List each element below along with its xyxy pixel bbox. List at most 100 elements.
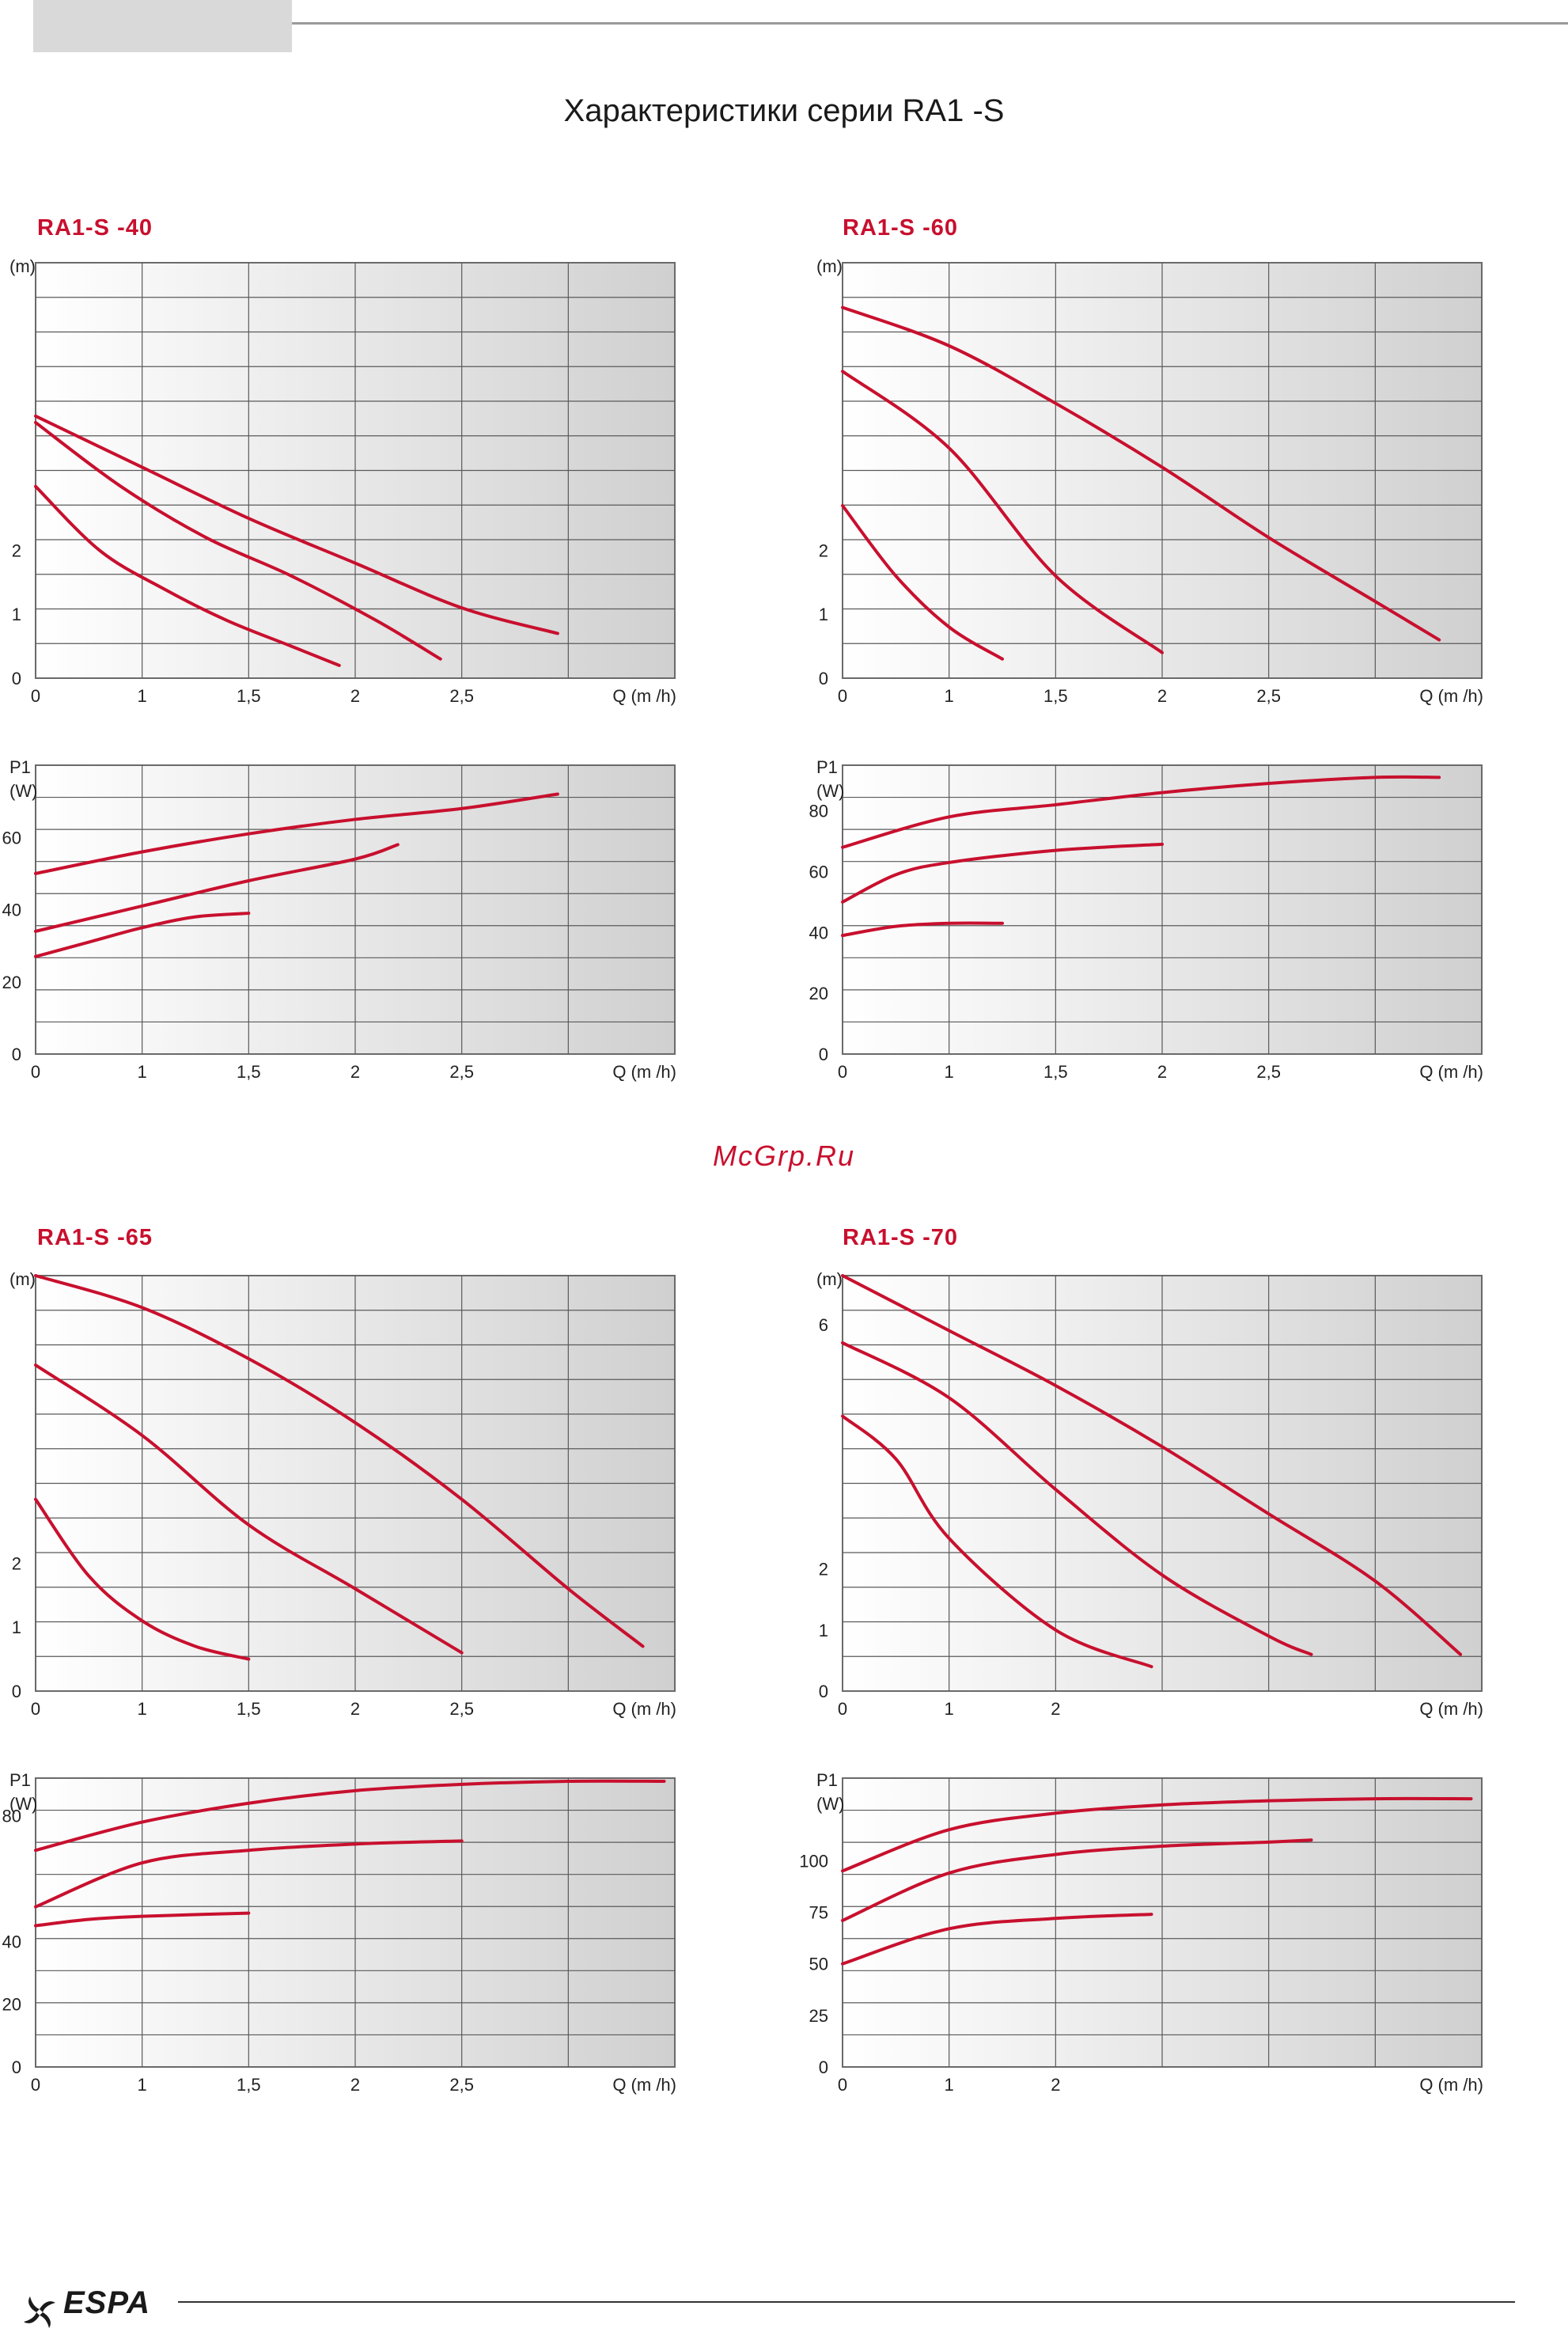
head-curve-1 — [34, 484, 341, 667]
y-axis-label: (W) — [816, 1794, 844, 1814]
power-curve-2 — [841, 1838, 1313, 1922]
x-tick-label: 1 — [945, 2075, 954, 2095]
x-tick-label: 1 — [138, 686, 147, 706]
x-tick-label: 2 — [350, 1062, 360, 1082]
chart-title-ra1s40: RA1-S -40 — [37, 215, 153, 241]
head-curve-2 — [841, 370, 1164, 654]
y-axis-label: (W) — [9, 781, 37, 801]
y-axis-label: (W) — [9, 1794, 37, 1814]
head-curve-2 — [34, 420, 442, 661]
x-tick-label: 2 — [1157, 686, 1167, 706]
x-tick-label: 2,5 — [449, 2075, 474, 2095]
chart-title-ra1s70: RA1-S -70 — [843, 1225, 958, 1250]
y-tick-label: 1 — [12, 605, 21, 624]
espa-logo-icon — [24, 2296, 55, 2328]
x-axis-label: Q (m /h) — [1419, 1699, 1483, 1719]
head-curve-3 — [34, 414, 559, 635]
ra1s65-power-chart: 0 1 1,5 2 2,5 Q (m /h) 0 20 40 80 P1 (W) — [2, 1770, 676, 2095]
x-tick-label: 2,5 — [449, 1062, 474, 1082]
y-tick-label: 1 — [819, 1621, 828, 1640]
x-tick-label: 1,5 — [237, 1062, 261, 1082]
page-title: Характеристики серии RA1 -S — [563, 93, 1005, 128]
y-tick-label: 0 — [12, 1045, 21, 1064]
y-tick-label: 50 — [809, 1955, 828, 1974]
x-tick-label: 0 — [838, 686, 847, 706]
chart-title-ra1s65: RA1-S -65 — [37, 1225, 153, 1250]
x-tick-label: 0 — [838, 1699, 847, 1719]
header-rule — [292, 22, 1568, 25]
power-curve-3 — [34, 1779, 666, 1852]
x-tick-label: 1 — [138, 2075, 147, 2095]
watermark: McGrp.Ru — [712, 1140, 856, 1172]
y-tick-label: 2 — [12, 1553, 21, 1573]
x-tick-label: 1 — [945, 1699, 954, 1719]
y-tick-label: 20 — [2, 973, 21, 992]
y-tick-label: 80 — [2, 1807, 21, 1826]
x-tick-label: 2 — [1051, 2075, 1060, 2095]
x-tick-label: 0 — [31, 686, 40, 706]
x-axis-label: Q (m /h) — [612, 2075, 676, 2095]
y-axis-label: P1 — [9, 1770, 31, 1790]
power-curve-3 — [841, 775, 1441, 849]
x-tick-label: 2,5 — [449, 1699, 474, 1719]
y-tick-label: 1 — [12, 1617, 21, 1637]
x-tick-label: 2 — [1051, 1699, 1060, 1719]
header-tab-block — [33, 0, 292, 52]
x-axis-label: Q (m /h) — [612, 1699, 676, 1719]
x-tick-label: 1,5 — [237, 1699, 261, 1719]
x-axis-label: Q (m /h) — [612, 686, 676, 706]
y-axis-label: P1 — [816, 1770, 838, 1790]
x-tick-label: 0 — [31, 2075, 40, 2095]
x-tick-label: 1 — [945, 686, 954, 706]
head-curve-1 — [841, 1414, 1153, 1669]
x-tick-label: 1,5 — [1043, 686, 1068, 706]
ra1s40-head-chart: 0 1 1,5 2 2,5 Q (m /h) 0 1 2 (m) — [9, 256, 676, 706]
power-curve-1 — [841, 921, 1004, 938]
y-tick-label: 0 — [819, 1045, 828, 1064]
ra1s60-power-chart: 0 1 1,5 2 2,5 Q (m /h) 0 20 40 60 80 P1 (W) — [809, 757, 1483, 1082]
head-curve-3 — [841, 1274, 1463, 1656]
y-tick-label: 0 — [12, 1682, 21, 1701]
x-tick-label: 0 — [838, 1062, 847, 1082]
head-curve-1 — [841, 503, 1004, 661]
x-tick-label: 0 — [838, 2075, 847, 2095]
ra1s70-head-chart: 0 1 2 Q (m /h) 0 1 2 6 (m) — [816, 1269, 1483, 1719]
y-tick-label: 2 — [819, 540, 828, 560]
head-curve-2 — [34, 1363, 464, 1655]
x-tick-label: 2,5 — [1256, 1062, 1281, 1082]
y-tick-label: 0 — [819, 669, 828, 688]
y-tick-label: 0 — [12, 2057, 21, 2077]
power-curve-2 — [34, 1839, 464, 1909]
y-tick-label: 40 — [2, 901, 21, 920]
y-axis-label: (m) — [9, 1269, 36, 1289]
ra1s65-head-chart: 0 1 1,5 2 2,5 Q (m /h) 0 1 2 (m) — [9, 1269, 676, 1719]
x-tick-label: 2 — [350, 1699, 360, 1719]
x-tick-label: 2 — [1157, 1062, 1167, 1082]
y-tick-label: 75 — [809, 1902, 828, 1922]
y-axis-label: (m) — [816, 1269, 843, 1289]
y-axis-label: (m) — [9, 256, 36, 276]
y-tick-label: 0 — [12, 669, 21, 688]
x-axis-label: Q (m /h) — [612, 1062, 676, 1082]
x-tick-label: 2 — [350, 2075, 360, 2095]
power-curve-3 — [34, 792, 559, 875]
ra1s60-head-chart: 0 1 1,5 2 2,5 Q (m /h) 0 1 2 (m) — [816, 256, 1483, 706]
x-tick-label: 2,5 — [449, 686, 474, 706]
x-axis-label: Q (m /h) — [1419, 1062, 1483, 1082]
head-curve-2 — [841, 1341, 1313, 1656]
x-axis-label: Q (m /h) — [1419, 2075, 1483, 2095]
head-curve-1 — [34, 1497, 251, 1661]
y-axis-label: P1 — [9, 757, 31, 777]
x-tick-label: 2 — [350, 686, 360, 706]
y-tick-label: 25 — [809, 2006, 828, 2026]
power-curve-3 — [841, 1796, 1473, 1873]
y-tick-label: 1 — [819, 605, 828, 624]
x-tick-label: 1 — [138, 1699, 147, 1719]
y-axis-label: (W) — [816, 781, 844, 801]
x-tick-label: 2,5 — [1256, 686, 1281, 706]
footer-rule — [178, 2301, 1515, 2303]
ra1s40-power-chart: 0 1 1,5 2 2,5 Q (m /h) 0 20 40 60 P1 (W) — [2, 757, 676, 1082]
y-tick-label: 80 — [809, 802, 828, 821]
brand-name: ESPA — [63, 2285, 150, 2320]
y-tick-label: 40 — [809, 923, 828, 942]
